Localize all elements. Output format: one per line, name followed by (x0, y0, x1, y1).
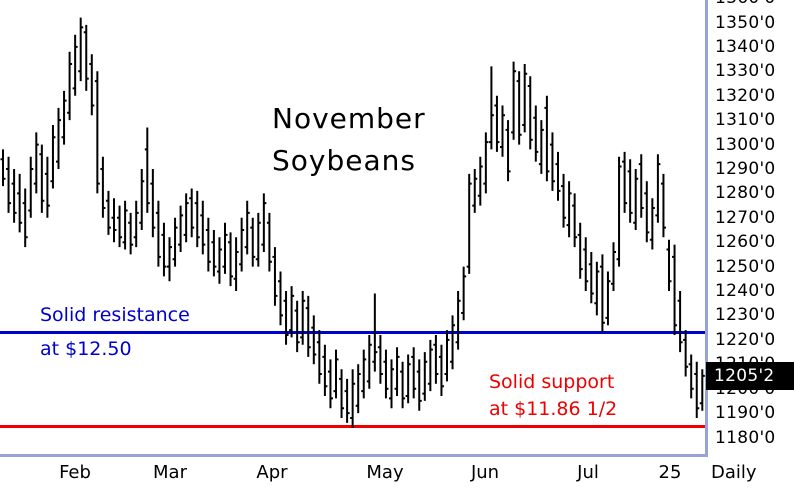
price-tick-1270: 1270'0 (715, 207, 776, 228)
time-axis-separator (0, 454, 708, 457)
chart-title: November Soybeans (272, 98, 532, 182)
price-axis: 1360'0 1350'0 1340'0 1330'0 1320'0 1310'0 1300… (706, 0, 794, 457)
price-tick-1350: 1350'0 (715, 12, 776, 33)
price-tick-1320: 1320'0 (715, 85, 776, 106)
time-axis: Daily Feb Mar Apr May Jun Jul 25 (0, 457, 794, 492)
price-tick-1360: 1360'0 (715, 0, 776, 10)
resistance-annotation-line1: Solid resistance (40, 303, 190, 326)
price-tick-1340: 1340'0 (715, 36, 776, 57)
support-annotation-line1: Solid support (489, 370, 615, 393)
last-price-box: 1205'2 (706, 361, 794, 390)
price-tick-1180: 1180'0 (715, 427, 776, 448)
time-tick-mar: Mar (153, 462, 187, 483)
price-tick-1280: 1280'0 (715, 183, 776, 204)
chart-title-line1: November (272, 102, 426, 135)
time-tick-25: 25 (658, 462, 682, 483)
price-tick-1290: 1290'0 (715, 158, 776, 179)
price-axis-separator (705, 0, 708, 457)
price-tick-1220: 1220'0 (715, 329, 776, 350)
resistance-annotation-line2: at $12.50 (40, 337, 132, 360)
price-tick-1300: 1300'0 (715, 134, 776, 155)
price-tick-1260: 1260'0 (715, 232, 776, 253)
chart-title-line2: Soybeans (272, 144, 416, 177)
time-tick-jun: Jun (470, 462, 500, 483)
time-tick-feb: Feb (59, 462, 91, 483)
price-tick-1330: 1330'0 (715, 61, 776, 82)
time-tick-jul: Jul (577, 462, 599, 483)
support-annotation-line2: at $11.86 1/2 (489, 397, 618, 420)
price-tick-1240: 1240'0 (715, 281, 776, 302)
price-tick-1310: 1310'0 (715, 110, 776, 131)
ohlc-price-bars (0, 17, 705, 428)
price-tick-1250: 1250'0 (715, 256, 776, 277)
period-label: Daily (711, 462, 757, 483)
time-tick-may: May (366, 462, 404, 483)
price-chart-plot: November Soybeans Solid resistance at $1… (0, 17, 705, 429)
ohlc-bars-canvas (0, 17, 705, 429)
price-tick-1190: 1190'0 (715, 403, 776, 424)
time-tick-apr: Apr (256, 462, 288, 483)
price-tick-1230: 1230'0 (715, 305, 776, 326)
